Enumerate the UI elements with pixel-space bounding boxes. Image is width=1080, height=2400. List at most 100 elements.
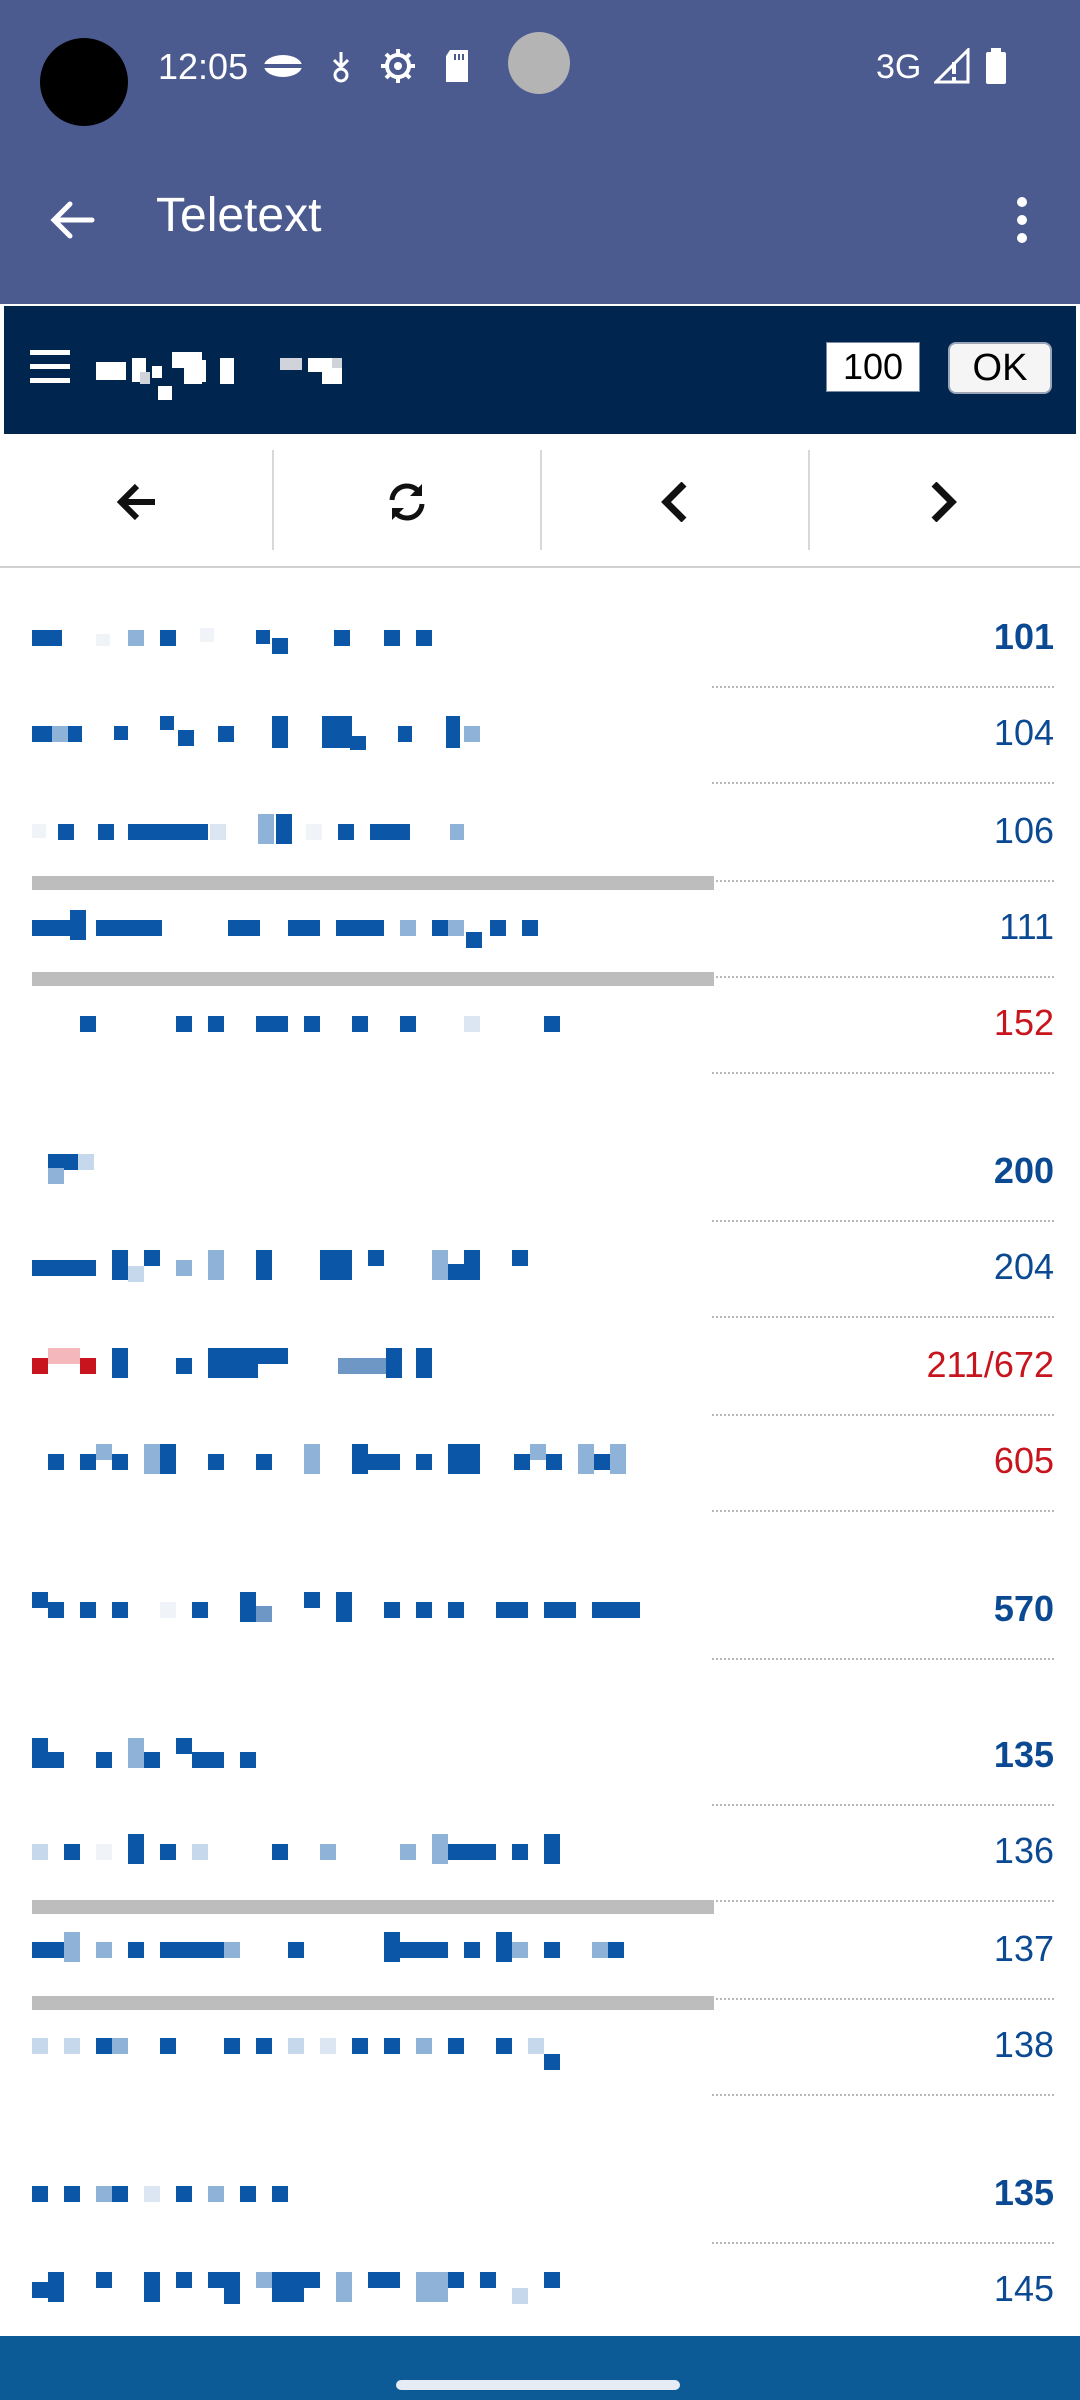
dotted-separator — [712, 686, 1054, 688]
next-page-button[interactable] — [810, 450, 1076, 554]
index-row[interactable]: 106 — [0, 786, 1080, 882]
page-number-link[interactable]: 605 — [993, 1440, 1054, 1481]
nav-divider — [272, 450, 274, 550]
navigation-bar — [0, 438, 1080, 568]
pixelated-title — [32, 1250, 528, 1282]
dotted-separator — [712, 1998, 1054, 2000]
status-time: 12:05 — [158, 46, 249, 87]
page-number-link[interactable]: 211/672 — [926, 1344, 1054, 1385]
signal-icon — [934, 48, 970, 84]
page-number-link[interactable]: 137 — [993, 1928, 1054, 1969]
nav-divider — [540, 450, 542, 550]
pixelated-title — [32, 2186, 288, 2202]
dotted-separator — [712, 1072, 1054, 1074]
pixelated-title — [32, 814, 464, 844]
pixelated-title — [32, 1932, 624, 1962]
refresh-button[interactable] — [274, 450, 540, 554]
page-number-link[interactable]: 136 — [993, 1830, 1054, 1871]
index-row[interactable]: 101 — [0, 592, 1080, 688]
sd-card-icon — [446, 50, 468, 82]
dotted-separator — [712, 1316, 1054, 1318]
pixelated-title — [48, 1154, 94, 1184]
index-row[interactable]: 138 — [0, 2000, 1080, 2096]
index-row[interactable]: 200 — [0, 1126, 1080, 1222]
index-row[interactable]: 605 — [0, 1416, 1080, 1512]
index-row[interactable]: 152 — [0, 978, 1080, 1074]
index-row[interactable]: 570 — [0, 1564, 1080, 1660]
back-arrow-icon[interactable] — [46, 194, 98, 246]
status-bar: 12:05 3G — [0, 0, 1080, 140]
dotted-separator — [712, 782, 1054, 784]
app-bar: Teletext — [0, 140, 1080, 304]
ok-button[interactable]: OK — [948, 342, 1052, 394]
back-button[interactable] — [4, 450, 270, 554]
settings-icon — [381, 49, 415, 83]
page-number-link[interactable]: 152 — [993, 1002, 1054, 1043]
page-number-link[interactable]: 135 — [993, 2172, 1054, 2213]
dotted-separator — [712, 1658, 1054, 1660]
pixelated-title — [32, 1738, 256, 1768]
page-number-link[interactable]: 104 — [993, 712, 1054, 753]
back-icon — [116, 483, 155, 521]
download-icon — [332, 52, 350, 83]
page-number-link[interactable]: 200 — [993, 1150, 1054, 1191]
teletext-header: OK — [4, 306, 1076, 434]
page-number-link[interactable]: 111 — [999, 906, 1054, 947]
divider-bar — [32, 972, 714, 986]
pixelated-title — [32, 2038, 560, 2070]
index-row[interactable]: 211/672 — [0, 1320, 1080, 1416]
page-number-link[interactable]: 145 — [993, 2268, 1054, 2309]
page-number-link[interactable]: 138 — [993, 2024, 1054, 2065]
index-row[interactable]: 104 — [0, 688, 1080, 784]
divider-bar — [32, 1996, 714, 2010]
home-indicator[interactable] — [396, 2380, 680, 2390]
dotted-separator — [712, 880, 1054, 882]
bottom-bar — [0, 2336, 1080, 2400]
page-number-link[interactable]: 135 — [993, 1734, 1054, 1775]
page-number-link[interactable]: 204 — [993, 1246, 1054, 1287]
pixelated-title — [32, 910, 538, 948]
index-row[interactable]: 137 — [0, 1904, 1080, 2000]
dotted-separator — [712, 2094, 1054, 2096]
page-number-link[interactable]: 106 — [993, 810, 1054, 851]
index-row[interactable]: 111 — [0, 882, 1080, 978]
pixelated-title — [32, 2272, 560, 2304]
divider-bar — [32, 1900, 714, 1914]
next-page-icon — [931, 482, 957, 522]
pixelated-title — [32, 1592, 640, 1622]
index-row[interactable]: 204 — [0, 1222, 1080, 1318]
pixelated-title — [32, 628, 432, 654]
dotted-separator — [712, 1510, 1054, 1512]
pixelated-title — [32, 1348, 432, 1378]
network-type: 3G — [876, 48, 922, 86]
dotted-separator — [712, 976, 1054, 978]
divider-bar — [32, 876, 714, 890]
index-row[interactable]: 135 — [0, 2148, 1080, 2244]
pixelated-title — [48, 1444, 626, 1474]
dotted-separator — [712, 1220, 1054, 1222]
index-row[interactable]: 135 — [0, 1710, 1080, 1806]
page-number-link[interactable]: 570 — [993, 1588, 1054, 1629]
data-saver-icon — [264, 55, 302, 77]
hamburger-menu-icon[interactable] — [30, 350, 70, 384]
page-number-link[interactable]: 101 — [993, 616, 1054, 657]
dotted-separator — [712, 1804, 1054, 1806]
more-vert-icon[interactable] — [1010, 196, 1034, 244]
pixelated-title — [80, 1016, 560, 1032]
index-row[interactable]: 145 — [0, 2244, 1080, 2340]
dotted-separator — [712, 2242, 1054, 2244]
app-title: Teletext — [156, 189, 322, 242]
battery-icon — [986, 48, 1006, 84]
camera-cutout-icon — [40, 38, 128, 126]
pixelated-title — [32, 1834, 560, 1864]
logo — [96, 352, 342, 400]
pixelated-title — [32, 716, 480, 750]
nav-divider — [808, 450, 810, 550]
status-indicator-dot — [508, 32, 570, 94]
previous-page-button[interactable] — [542, 450, 808, 554]
dotted-separator — [712, 1414, 1054, 1416]
page-number-input[interactable] — [826, 342, 920, 392]
index-row[interactable]: 136 — [0, 1806, 1080, 1902]
dotted-separator — [712, 1900, 1054, 1902]
refresh-icon — [389, 483, 425, 521]
